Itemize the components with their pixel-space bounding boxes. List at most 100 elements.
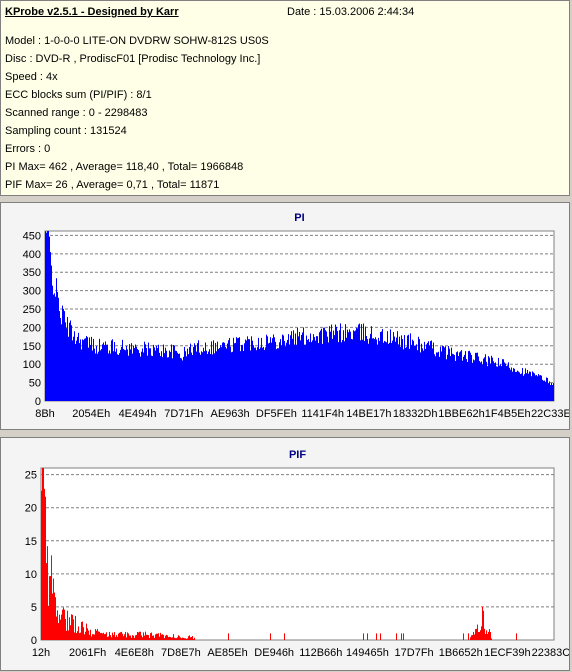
data-bar: [212, 354, 213, 401]
data-bar: [494, 363, 495, 401]
data-bar: [371, 326, 372, 401]
data-bar: [376, 339, 377, 401]
data-bar: [199, 352, 200, 401]
x-tick-label: 18332Dh: [393, 408, 438, 420]
data-bar: [56, 278, 57, 401]
data-bar: [270, 337, 271, 401]
data-bar: [119, 632, 120, 640]
data-bar: [205, 342, 206, 401]
data-bar: [74, 331, 75, 401]
x-tick-label: 12h: [32, 647, 50, 659]
ecc-line: ECC blocks sum (PI/PIF) : 8/1: [5, 89, 152, 101]
y-tick-label: 450: [23, 230, 41, 242]
data-bar: [350, 331, 351, 401]
data-bar: [513, 368, 514, 401]
data-bar: [316, 336, 317, 401]
data-bar: [478, 632, 479, 640]
data-bar: [514, 368, 515, 401]
data-bar: [110, 353, 111, 401]
data-bar: [104, 345, 105, 401]
data-bar: [419, 339, 420, 401]
data-bar: [100, 350, 101, 401]
data-bar: [134, 637, 135, 640]
pi-chart: PI 0 50 100 150 200 250 300 350 400 450 8Bh 2054Eh 4E…: [23, 212, 569, 420]
data-bar: [409, 348, 410, 401]
data-bar: [187, 638, 188, 640]
data-bar: [108, 636, 109, 640]
data-bar: [361, 324, 362, 401]
data-bar: [213, 340, 214, 401]
data-bar: [180, 357, 181, 401]
data-bar: [105, 633, 106, 640]
data-bar: [146, 634, 147, 640]
data-bar: [45, 496, 46, 640]
data-bar: [374, 339, 375, 401]
data-bar: [234, 343, 235, 401]
data-bar: [62, 305, 63, 401]
data-bar: [454, 354, 455, 401]
data-bar: [149, 638, 150, 640]
data-bar: [501, 366, 502, 401]
data-bar: [71, 614, 72, 640]
y-tick-label: 5: [31, 602, 37, 614]
data-bar: [138, 350, 139, 401]
data-bar: [86, 335, 87, 401]
data-bar: [339, 330, 340, 401]
data-bar: [431, 340, 432, 401]
data-bar: [394, 336, 395, 401]
data-bar: [297, 327, 298, 401]
data-bar: [476, 352, 477, 401]
data-bar: [458, 356, 459, 401]
data-bar: [503, 359, 504, 401]
data-bar: [422, 348, 423, 401]
data-bar: [112, 339, 113, 401]
data-bar: [52, 593, 53, 640]
data-bar: [188, 636, 189, 640]
data-bar: [62, 609, 63, 640]
data-bar: [45, 231, 46, 401]
data-bar: [526, 373, 527, 401]
data-bar: [158, 344, 159, 401]
data-bar: [151, 355, 152, 401]
data-bar: [499, 365, 500, 401]
data-bar: [473, 359, 474, 401]
data-bar: [465, 351, 466, 401]
data-bar: [287, 339, 288, 401]
data-bar: [348, 332, 349, 401]
data-bar: [294, 344, 295, 401]
data-bar: [216, 351, 217, 401]
data-bar: [67, 610, 68, 640]
data-bar: [430, 341, 431, 401]
data-bar: [128, 633, 129, 640]
data-bar: [276, 349, 277, 401]
data-bar: [179, 636, 180, 640]
data-bar: [292, 338, 293, 401]
data-bar: [423, 350, 424, 401]
data-bar: [183, 637, 184, 640]
x-tick-label: 1F4B5Eh: [485, 408, 531, 420]
data-bar: [248, 339, 249, 401]
data-bar: [375, 337, 376, 401]
data-bar: [160, 356, 161, 401]
data-bar: [552, 384, 553, 401]
data-bar: [387, 331, 388, 401]
data-bar: [482, 364, 483, 401]
data-bar: [108, 353, 109, 401]
data-bar: [90, 344, 91, 401]
data-bar: [86, 623, 87, 640]
data-bar: [162, 357, 163, 401]
data-bar: [309, 341, 310, 401]
data-bar: [120, 632, 121, 640]
data-bar: [159, 352, 160, 401]
data-bar: [68, 336, 69, 401]
data-bar: [127, 349, 128, 401]
data-bar: [193, 346, 194, 401]
y-tick-label: 10: [25, 569, 37, 581]
data-bar: [125, 631, 126, 640]
x-tick-label: 7D71Fh: [164, 408, 203, 420]
data-bar: [486, 630, 487, 640]
data-bar: [227, 343, 228, 401]
data-bar: [178, 353, 179, 401]
data-bar: [135, 635, 136, 640]
data-bar: [327, 336, 328, 401]
